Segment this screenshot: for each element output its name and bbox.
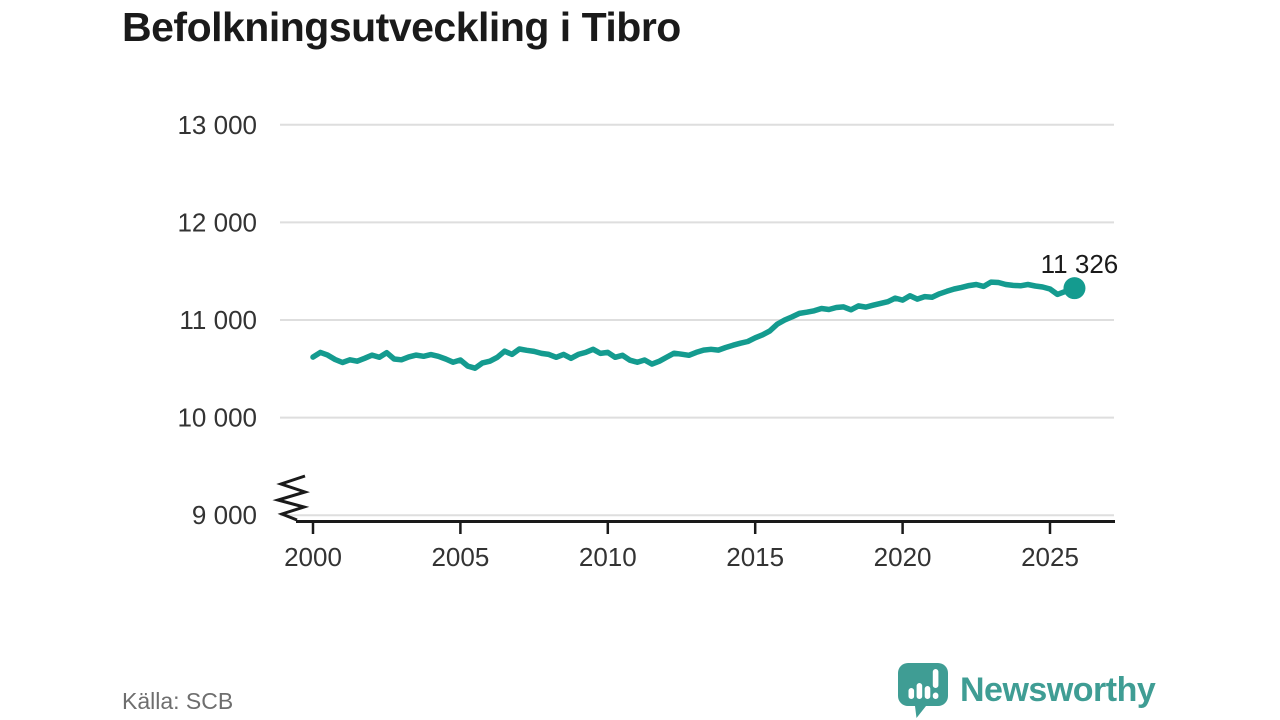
exclamation-dot (932, 692, 939, 699)
population-series-line (310, 279, 1078, 371)
exclamation-stem (932, 669, 939, 688)
y-tick-label: 12 000 (177, 207, 257, 237)
bar-3 (924, 686, 931, 699)
chart-title: Befolkningsutveckling i Tibro (122, 4, 681, 50)
bar-2 (916, 683, 923, 699)
x-tick-label: 2010 (579, 542, 637, 572)
x-tick-label: 2000 (284, 542, 342, 572)
x-tick-label: 2025 (1021, 542, 1079, 572)
x-tick-label: 2020 (874, 542, 932, 572)
end-value-label: 11 326 (1041, 249, 1119, 279)
bar-1 (908, 688, 915, 699)
x-tick-label: 2005 (431, 542, 489, 572)
axis-break-icon (272, 474, 310, 522)
y-tick-label: 11 000 (179, 305, 257, 335)
speech-bubble-shape (898, 663, 948, 718)
newsworthy-logo: Newsworthy (897, 662, 1156, 719)
brand-name: Newsworthy (960, 671, 1156, 709)
series-end-dot (1063, 277, 1086, 300)
bar-chart-speech-bubble-icon (898, 663, 948, 718)
source-label: Källa: SCB (122, 688, 234, 714)
y-tick-label: 13 000 (177, 110, 257, 140)
y-tick-label: 10 000 (177, 403, 257, 433)
y-tick-label: 9 000 (192, 500, 257, 530)
x-tick-label: 2015 (726, 542, 784, 572)
